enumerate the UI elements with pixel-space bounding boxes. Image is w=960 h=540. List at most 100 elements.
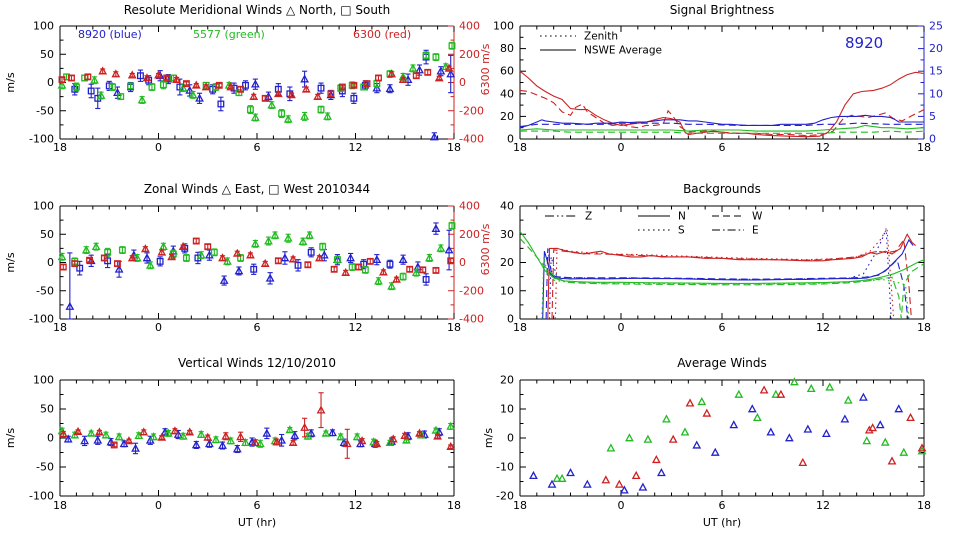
triangle-marker <box>218 253 227 262</box>
x-tick-label: 0 <box>155 141 162 154</box>
square-marker <box>246 106 254 114</box>
triangle-marker <box>868 423 878 432</box>
y-axis-title: m/s <box>482 428 495 448</box>
y-tick-label: 10 <box>500 284 514 297</box>
x-tick-label: 18 <box>513 141 527 154</box>
square-marker <box>100 254 108 262</box>
triangle-marker <box>305 230 314 239</box>
series-6300-s <box>554 226 895 320</box>
triangle-marker <box>250 239 260 248</box>
panel-title: Resolute Meridional Winds △ North, □ Sou… <box>124 3 391 17</box>
y2-tick-label: 10 <box>929 87 943 100</box>
square-marker <box>242 81 249 89</box>
triangle-marker <box>114 432 124 441</box>
triangle-marker <box>178 83 188 92</box>
triangle-marker <box>614 479 624 488</box>
triangle-marker <box>385 83 395 93</box>
square-marker <box>350 81 358 89</box>
y-tick-label: 0 <box>507 133 514 146</box>
y-tick-label: 0 <box>47 432 54 445</box>
y2-tick-label: 15 <box>929 65 943 78</box>
triangle-marker <box>300 74 309 83</box>
triangle-marker <box>557 473 567 482</box>
triangle-marker <box>95 427 104 436</box>
triangle-marker <box>680 427 690 436</box>
triangle-marker <box>63 434 73 443</box>
triangle-marker <box>250 79 260 88</box>
triangle-marker <box>685 398 695 407</box>
square-marker <box>447 257 455 265</box>
triangle-marker <box>167 252 177 261</box>
x-tick-label: 0 <box>155 499 162 512</box>
triangle-marker <box>894 404 904 413</box>
panel-title: Backgrounds <box>683 182 761 196</box>
triangle-marker <box>111 69 121 78</box>
legend-item: E <box>752 225 759 237</box>
triangle-marker <box>265 273 275 282</box>
triangle-marker <box>433 431 442 440</box>
panel-title: Vertical Winds 12/10/2010 <box>178 356 336 370</box>
square-marker <box>182 254 190 262</box>
triangle-marker <box>643 434 653 443</box>
square-marker <box>412 72 420 80</box>
y-tick-label: 40 <box>500 87 514 100</box>
y2-tick-label: 20 <box>929 42 943 55</box>
y-tick-label: -10 <box>496 461 514 474</box>
x-tick-label: 12 <box>816 141 830 154</box>
y2-tick-label: 0 <box>929 133 936 146</box>
series-6300-n <box>547 233 916 320</box>
y-tick-label: 0 <box>507 432 514 445</box>
triangle-marker <box>114 264 124 273</box>
y2-tick-label: 25 <box>929 20 943 33</box>
square-marker <box>355 263 363 271</box>
triangle-marker <box>178 241 188 251</box>
triangle-marker <box>91 241 101 251</box>
x-tick-label: 18 <box>53 141 67 154</box>
series-5577-nswe-average <box>519 124 925 132</box>
square-marker <box>192 237 200 245</box>
triangle-marker <box>759 385 769 394</box>
y2-axis-title: 6300 m/s <box>479 223 492 275</box>
triangle-marker <box>272 437 282 446</box>
triangle-marker <box>288 254 298 263</box>
triangle-marker <box>250 112 260 121</box>
triangle-marker <box>625 433 634 442</box>
triangle-marker <box>619 485 629 494</box>
y-tick-label: -50 <box>36 461 54 474</box>
triangle-marker <box>196 250 206 259</box>
y2-axis-title: 6300 m/s <box>479 43 492 95</box>
triangle-marker <box>234 266 244 275</box>
triangle-marker <box>196 429 206 438</box>
y-axis-title: m/s <box>4 428 17 448</box>
square-marker <box>294 261 302 269</box>
triangle-marker <box>446 441 456 451</box>
triangle-marker <box>352 432 362 441</box>
triangle-marker <box>341 267 351 277</box>
x-tick-label: 18 <box>53 321 67 334</box>
triangle-marker <box>529 470 538 480</box>
triangle-marker <box>98 66 108 75</box>
triangle-marker <box>250 437 260 446</box>
square-marker <box>361 266 369 274</box>
series-6300-w <box>551 238 912 320</box>
triangle-marker <box>843 395 853 404</box>
x-tick-label: 18 <box>447 141 461 154</box>
square-marker <box>237 85 245 93</box>
triangle-marker <box>303 431 313 440</box>
triangle-marker <box>159 241 168 251</box>
x-tick-label: 12 <box>349 141 363 154</box>
triangle-marker <box>236 432 245 441</box>
triangle-marker <box>323 111 332 120</box>
triangle-marker <box>57 252 67 261</box>
triangle-marker <box>651 454 661 464</box>
square-marker <box>148 83 156 91</box>
triangle-marker <box>255 439 265 448</box>
square-marker <box>424 68 432 76</box>
square-marker <box>156 257 164 265</box>
square-marker <box>118 246 126 254</box>
triangle-marker <box>880 437 890 446</box>
square-marker <box>406 265 414 273</box>
series-8920 <box>65 222 454 320</box>
